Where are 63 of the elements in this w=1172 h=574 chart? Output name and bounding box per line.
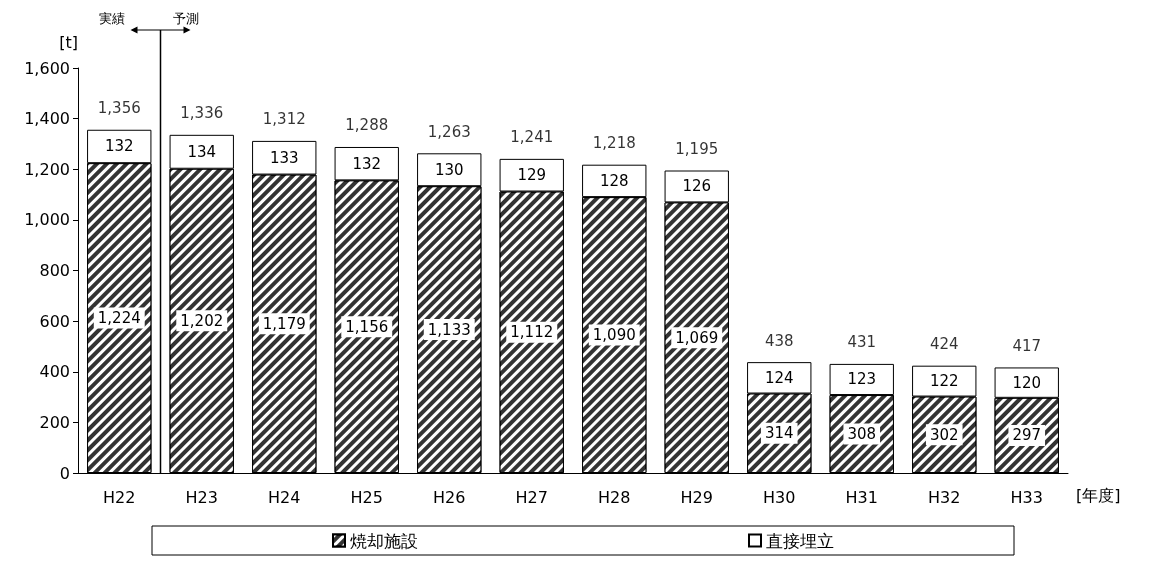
data-label: 133: [269, 148, 299, 167]
x-tick-label: H30: [763, 487, 796, 507]
data-label: 1,112: [510, 323, 554, 342]
total-label: 424: [929, 335, 959, 354]
x-tick-label: H25: [350, 487, 383, 507]
total-label: 1,241: [510, 128, 554, 147]
total-label: 1,336: [180, 104, 224, 123]
data-label: 1,179: [262, 314, 306, 333]
legend-label: 直接埋立: [766, 530, 834, 551]
y-tick-label: 1,000: [24, 210, 70, 230]
data-label: 314: [764, 424, 794, 443]
data-label: 123: [847, 370, 877, 389]
x-tick-label: H31: [845, 487, 878, 507]
total-label: 1,195: [675, 140, 719, 159]
x-tick-label: H24: [268, 487, 301, 507]
data-label: 1,069: [675, 328, 719, 347]
x-tick-label: H22: [103, 487, 136, 507]
total-label: 417: [1012, 336, 1042, 355]
legend-label: 焼却施設: [350, 530, 418, 551]
y-tick-label: 200: [39, 412, 70, 432]
y-tick-label: 400: [39, 362, 70, 382]
data-label: 297: [1012, 426, 1042, 445]
data-label: 1,090: [592, 326, 636, 345]
data-label: 128: [599, 171, 629, 190]
total-label: 1,312: [262, 110, 306, 129]
x-tick-label: H27: [515, 487, 548, 507]
total-label: 438: [764, 331, 794, 350]
data-label: 124: [764, 368, 794, 387]
data-label: 1,202: [180, 311, 224, 330]
y-axis-title: [t]: [59, 32, 78, 52]
data-label: 130: [434, 160, 464, 179]
text: 実績: [98, 11, 125, 26]
total-label: 431: [847, 333, 877, 352]
x-tick-label: H33: [1010, 487, 1043, 507]
data-label: 120: [1012, 373, 1042, 392]
data-label: 132: [352, 154, 382, 173]
y-tick-label: 600: [39, 311, 70, 331]
total-label: 1,356: [97, 99, 141, 118]
text: 予測: [172, 11, 199, 26]
data-label: 132: [104, 137, 134, 156]
x-tick-label: H26: [433, 487, 466, 507]
total-label: 1,218: [592, 134, 636, 153]
y-tick-label: 1,400: [24, 109, 70, 129]
total-label: 1,288: [345, 116, 389, 135]
data-label: 308: [847, 425, 877, 444]
y-tick-label: 1,600: [24, 58, 70, 78]
x-tick-label: H32: [928, 487, 961, 507]
x-tick-label: H23: [185, 487, 218, 507]
data-label: 302: [929, 425, 959, 444]
data-label: 1,156: [345, 317, 389, 336]
x-axis-title: [年度]: [1076, 485, 1121, 505]
data-label: 126: [682, 177, 712, 196]
y-tick-label: 1,200: [24, 159, 70, 179]
data-label: 1,133: [427, 320, 471, 339]
y-tick-label: 0: [59, 463, 70, 483]
x-tick-label: H29: [680, 487, 713, 507]
total-label: 1,263: [427, 122, 471, 141]
data-label: 122: [929, 372, 959, 391]
x-tick-label: H28: [598, 487, 631, 507]
y-tick-label: 800: [39, 261, 70, 280]
data-label: 134: [187, 142, 217, 161]
data-label: 129: [517, 166, 547, 185]
data-label: 1,224: [97, 309, 141, 328]
